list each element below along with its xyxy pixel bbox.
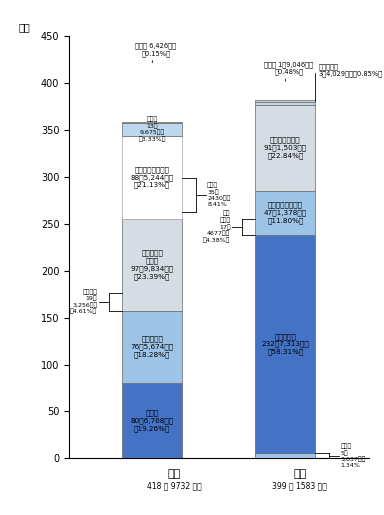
Text: 保健事業費
3億4,029万円（0.85%）: 保健事業費 3億4,029万円（0.85%） [315, 63, 383, 101]
Bar [255, 105, 315, 191]
Bar [122, 219, 182, 311]
Bar [122, 136, 182, 219]
Text: 歳出: 歳出 [293, 469, 306, 479]
Bar [122, 311, 182, 383]
Text: 418 億 9732 万円: 418 億 9732 万円 [147, 482, 201, 491]
Text: 前期高齢者
交付金
97億9,834万円
（23.39%）: 前期高齢者 交付金 97億9,834万円 （23.39%） [131, 250, 174, 280]
Bar [122, 383, 182, 458]
Bar [122, 122, 182, 123]
Text: 歳入: 歳入 [167, 469, 180, 479]
Text: 共同事業交付金等
88億5,244万円
（21.13%）: 共同事業交付金等 88億5,244万円 （21.13%） [131, 166, 174, 188]
Text: 国庫支出金
76億5,674万円
（18.28%）: 国庫支出金 76億5,674万円 （18.28%） [131, 336, 174, 358]
Text: 繰越金
13億
9,675万円
（3.33%）: 繰越金 13億 9,675万円 （3.33%） [139, 116, 166, 142]
Text: 国保税
80億6,768万円
（19.26%）: 国保税 80億6,768万円 （19.26%） [131, 409, 174, 432]
Text: 県支出金
19億
3,256万円
（4.61%）: 県支出金 19億 3,256万円 （4.61%） [70, 289, 98, 314]
Text: 共同事業拠出金
91億1,503万円
（22.84%）: 共同事業拠出金 91億1,503万円 （22.84%） [264, 137, 307, 159]
Text: その他 1億9,046万円
（0.48%）: その他 1億9,046万円 （0.48%） [264, 61, 313, 75]
Text: 介護
納付金
17億
4677万円
（4.38%）: 介護 納付金 17億 4677万円 （4.38%） [203, 211, 230, 243]
Bar [255, 191, 315, 235]
Bar [255, 235, 315, 453]
Text: 399 億 1583 万円: 399 億 1583 万円 [272, 482, 327, 491]
Text: 総務費
5億
3,637万円
1.34%: 総務費 5億 3,637万円 1.34% [340, 443, 366, 468]
Bar [122, 123, 182, 136]
Bar [255, 453, 315, 458]
Text: 億円: 億円 [18, 22, 30, 32]
Text: 後期高齢者支援金
47億1,378万円
（11.80%）: 後期高齢者支援金 47億1,378万円 （11.80%） [264, 202, 307, 224]
Bar [255, 102, 315, 105]
Bar [255, 100, 315, 102]
Text: その他 6,426万円
（0.15%）: その他 6,426万円 （0.15%） [135, 43, 176, 57]
Text: 保険給付費
232億7,313万円
（58.31%）: 保険給付費 232億7,313万円 （58.31%） [262, 333, 310, 355]
Text: 繰入金
35億
2430万円
8.41%: 繰入金 35億 2430万円 8.41% [207, 183, 231, 207]
